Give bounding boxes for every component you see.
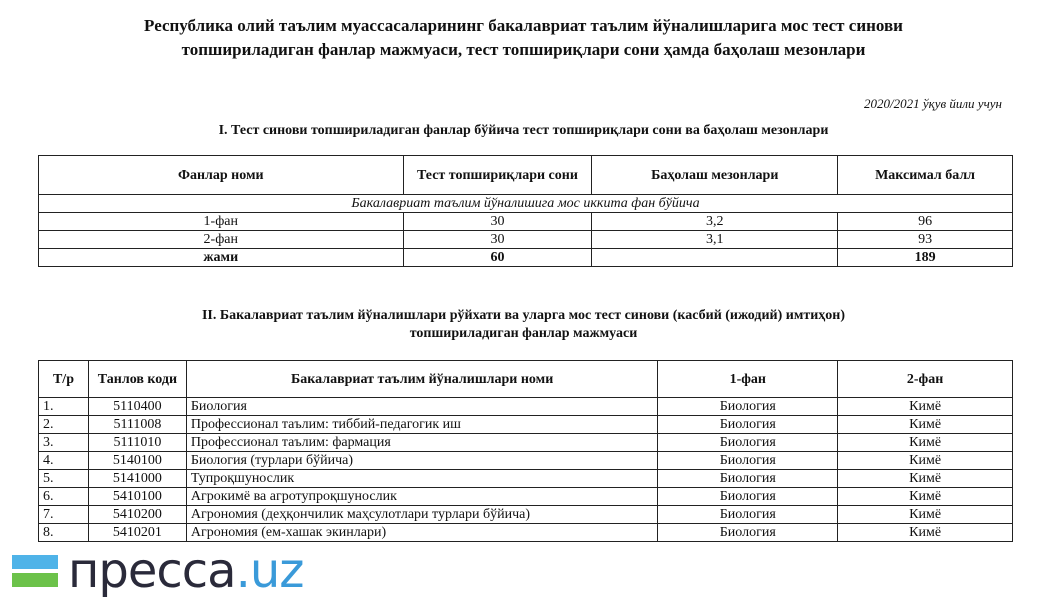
cell: 5410201 [87,523,187,542]
cell: Биология [657,487,839,506]
table-row: 6. 5410100 Агрокимё ва агротупроқшунослик Б… [38,487,1013,506]
table-header-row: Фанлар номи Тест топшириқлари сони Баҳол… [38,155,1013,195]
cell: 93 [837,230,1013,249]
cell: 5410200 [87,505,187,524]
table-row: 1. 5110400 Биология Биология Кимё [38,397,1013,416]
cell: Агрокимё ва агротупроқшунослик [185,487,659,506]
cell: 96 [837,212,1013,231]
header-subject-2: 2-фан [837,360,1013,398]
table-row: 5. 5141000 Тупроқшунослик Биология Кимё [38,469,1013,488]
cell: Кимё [837,469,1013,488]
header-program-name: Бакалавриат таълим йўналишлари номи [185,360,659,398]
cell: Профессионал таълим: тиббий-педагогик иш [185,415,659,434]
cell: 60 [402,248,593,267]
table-row: 2-фан 30 3,1 93 [38,230,1013,249]
cell: Биология [657,451,839,470]
header-code: Танлов коди [87,360,187,398]
table-row: 4. 5140100 Биология (турлари бўйича) Биолог… [38,451,1013,470]
programs-table: Т/р Танлов коди Бакалавриат таълим йўнал… [38,360,1013,542]
header-task-count: Тест топшириқлари сони [402,155,593,195]
table-subheader: Бакалавриат таълим йўналишига мос иккита… [38,194,1013,213]
cell: 3,2 [591,212,839,231]
cell: Биология [657,397,839,416]
cell: 4. [38,451,89,470]
cell: 3,1 [591,230,839,249]
cell: 5. [38,469,89,488]
total-row: жами 60 189 [38,248,1013,267]
test-criteria-table: Фанлар номи Тест топшириқлари сони Баҳол… [38,155,1013,267]
cell: 5111010 [87,433,187,452]
table-row: 3. 5111010 Профессионал таълим: фармация Би… [38,433,1013,452]
cell: Кимё [837,505,1013,524]
cell: 6. [38,487,89,506]
cell: 5140100 [87,451,187,470]
presssa-uz-watermark-logo: пресса .uz [12,543,305,597]
cell: 30 [402,212,593,231]
header-max-score: Максимал балл [837,155,1013,195]
cell: 8. [38,523,89,542]
cell: Биология [657,523,839,542]
cell: 5410100 [87,487,187,506]
cell: 7. [38,505,89,524]
cell: 5110400 [87,397,187,416]
logo-suffix: .uz [235,543,305,597]
cell: 189 [837,248,1013,267]
header-grading: Баҳолаш мезонлари [591,155,839,195]
cell: Кимё [837,415,1013,434]
table-header-row: Т/р Танлов коди Бакалавриат таълим йўнал… [38,360,1013,398]
cell: жами [38,248,404,267]
cell: 2. [38,415,89,434]
section2-heading-line-2: топшириладиган фанлар мажмуаси [409,326,638,341]
logo-bars-icon [12,555,58,587]
table-row: 7. 5410200 Агрономия (деҳқончилик маҳсулот… [38,505,1013,524]
cell: 5141000 [87,469,187,488]
cell: Биология [657,415,839,434]
document-title-line-2: топшириладиган фанлар мажмуаси, тест топ… [181,40,866,59]
cell: Агрономия (ем-хашак экинлари) [185,523,659,542]
cell: 1. [38,397,89,416]
cell: Агрономия (деҳқончилик маҳсулотлари турл… [185,505,659,524]
cell: Профессионал таълим: фармация [185,433,659,452]
cell: Кимё [837,397,1013,416]
cell: Тупроқшунослик [185,469,659,488]
cell: Кимё [837,523,1013,542]
cell: 2-фан [38,230,404,249]
cell: 30 [402,230,593,249]
cell: Кимё [837,451,1013,470]
header-subject-name: Фанлар номи [38,155,404,195]
cell: Биология (турлари бўйича) [185,451,659,470]
cell: Биология [657,469,839,488]
header-number: Т/р [38,360,89,398]
cell: Кимё [837,433,1013,452]
logo-text: пресса [68,543,237,597]
section1-heading: I. Тест синови топшириладиган фанлар бўй… [218,123,829,138]
cell: 5111008 [87,415,187,434]
section2-heading-line-1: II. Бакалавриат таълим йўналишлари рўйха… [201,308,846,323]
cell: Биология [657,505,839,524]
table-row: 8. 5410201 Агрономия (ем-хашак экинлари) Би… [38,523,1013,542]
table-row: 1-фан 30 3,2 96 [38,212,1013,231]
cell: 1-фан [38,212,404,231]
header-subject-1: 1-фан [657,360,839,398]
cell: Кимё [837,487,1013,506]
cell: Биология [185,397,659,416]
cell: 3. [38,433,89,452]
cell [591,248,839,267]
cell: Биология [657,433,839,452]
academic-year-note: 2020/2021 ўқув йили учун [864,96,1002,111]
table-row: 2. 5111008 Профессионал таълим: тиббий-пед… [38,415,1013,434]
document-title-line-1: Республика олий таълим муассасаларининг … [144,16,903,35]
